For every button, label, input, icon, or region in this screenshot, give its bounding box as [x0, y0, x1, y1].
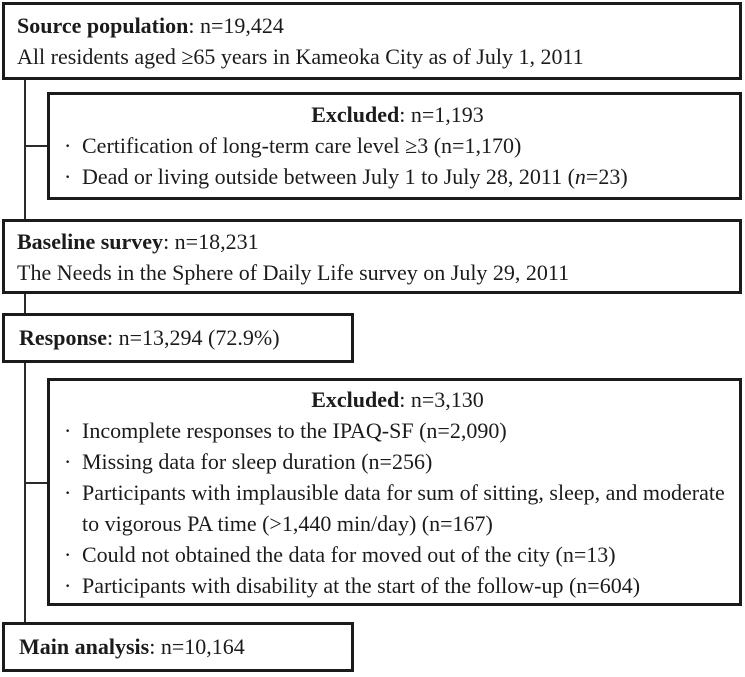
- bullet-text-post: =23): [585, 164, 628, 189]
- bullet-text: Participants with implausible data for s…: [82, 480, 725, 536]
- box-title: Main analysis: [19, 634, 150, 659]
- bullet-text: Missing data for sleep duration (n=256): [82, 449, 433, 474]
- bullet-text: Dead or living outside between July 1 to…: [82, 161, 731, 192]
- bullet-icon: ·: [64, 449, 72, 474]
- baseline-survey-line1: Baseline survey: n=18,231: [17, 226, 727, 257]
- excluded-2-item: · Participants with disability at the st…: [64, 570, 731, 601]
- main-analysis-box: Main analysis: n=10,164: [2, 622, 354, 672]
- bullet-text: Incomplete responses to the IPAQ-SF (n=2…: [82, 418, 507, 443]
- excluded-2-item: · Incomplete responses to the IPAQ-SF (n…: [64, 415, 731, 446]
- bullet-text-pre: Dead or living outside between July 1 to…: [82, 164, 575, 189]
- source-population-description: All residents aged ≥65 years in Kameoka …: [17, 44, 584, 69]
- bullet-icon: ·: [64, 573, 72, 598]
- bullet-icon: ·: [64, 164, 72, 189]
- excluded-1-item: · Certification of long-term care level …: [64, 130, 731, 161]
- box-title: Baseline survey: [17, 229, 164, 254]
- bullet-text: Could not obtained the data for moved ou…: [82, 542, 616, 567]
- box-count: : n=3,130: [399, 387, 484, 412]
- box-count: : n=10,164: [149, 634, 245, 659]
- excluded-2-item: · Missing data for sleep duration (n=256…: [64, 446, 731, 477]
- box-count: : n=19,424: [188, 13, 284, 38]
- connector-branch-excluded-2: [26, 482, 48, 484]
- box-count: : n=18,231: [163, 229, 259, 254]
- box-title: Response: [19, 325, 108, 350]
- response-line: Response: n=13,294 (72.9%): [19, 322, 337, 353]
- box-count: : n=1,193: [399, 102, 484, 127]
- bullet-icon: ·: [64, 133, 72, 158]
- excluded-box-2: Excluded: n=3,130 · Incomplete responses…: [47, 378, 742, 606]
- box-title: Excluded: [311, 387, 400, 412]
- excluded-box-1: Excluded: n=1,193 · Certification of lon…: [47, 92, 742, 200]
- source-population-line1: Source population: n=19,424: [17, 10, 727, 41]
- main-analysis-line: Main analysis: n=10,164: [19, 631, 337, 662]
- connector-baseline-to-response: [24, 294, 26, 313]
- connector-branch-excluded-1: [26, 145, 48, 147]
- box-count: : n=13,294 (72.9%): [107, 325, 280, 350]
- bullet-icon: ·: [64, 480, 72, 505]
- excluded-2-item: · Participants with implausible data for…: [64, 477, 731, 539]
- bullet-icon: ·: [64, 418, 72, 443]
- baseline-survey-description: The Needs in the Sphere of Daily Life su…: [17, 260, 570, 285]
- excluded-2-item: · Could not obtained the data for moved …: [64, 539, 731, 570]
- bullet-text: Participants with disability at the star…: [82, 573, 641, 598]
- response-box: Response: n=13,294 (72.9%): [2, 313, 354, 363]
- bullet-text-italic-n: n: [574, 164, 586, 189]
- excluded-1-item: · Dead or living outside between July 1 …: [64, 161, 731, 192]
- box-title: Excluded: [311, 102, 400, 127]
- source-population-box: Source population: n=19,424 All resident…: [2, 2, 742, 80]
- baseline-survey-box: Baseline survey: n=18,231 The Needs in t…: [2, 219, 742, 294]
- bullet-text: Certification of long-term care level ≥3…: [82, 133, 522, 158]
- connector-response-to-main: [24, 363, 26, 622]
- excluded-1-heading: Excluded: n=1,193: [64, 99, 731, 130]
- excluded-2-heading: Excluded: n=3,130: [64, 384, 731, 415]
- box-title: Source population: [17, 13, 189, 38]
- bullet-icon: ·: [64, 542, 72, 567]
- connector-source-to-baseline: [24, 80, 26, 219]
